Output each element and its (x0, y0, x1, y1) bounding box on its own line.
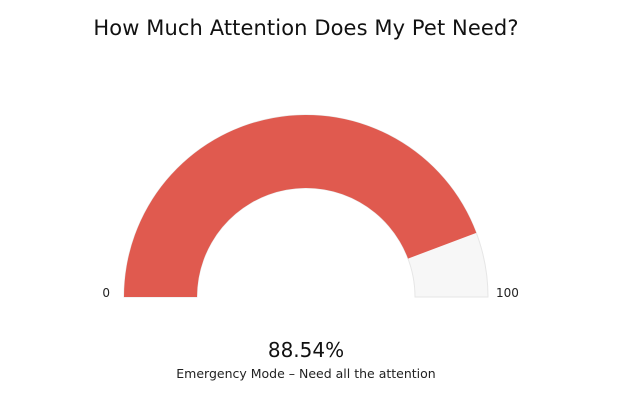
gauge-max-label: 100 (496, 286, 519, 300)
gauge-fill[interactable] (124, 115, 477, 298)
gauge-caption: Emergency Mode – Need all the attention (176, 366, 436, 381)
gauge-min-label: 0 (102, 286, 110, 300)
chart-title: How Much Attention Does My Pet Need? (93, 16, 519, 40)
gauge-value-label: 88.54% (267, 338, 345, 362)
